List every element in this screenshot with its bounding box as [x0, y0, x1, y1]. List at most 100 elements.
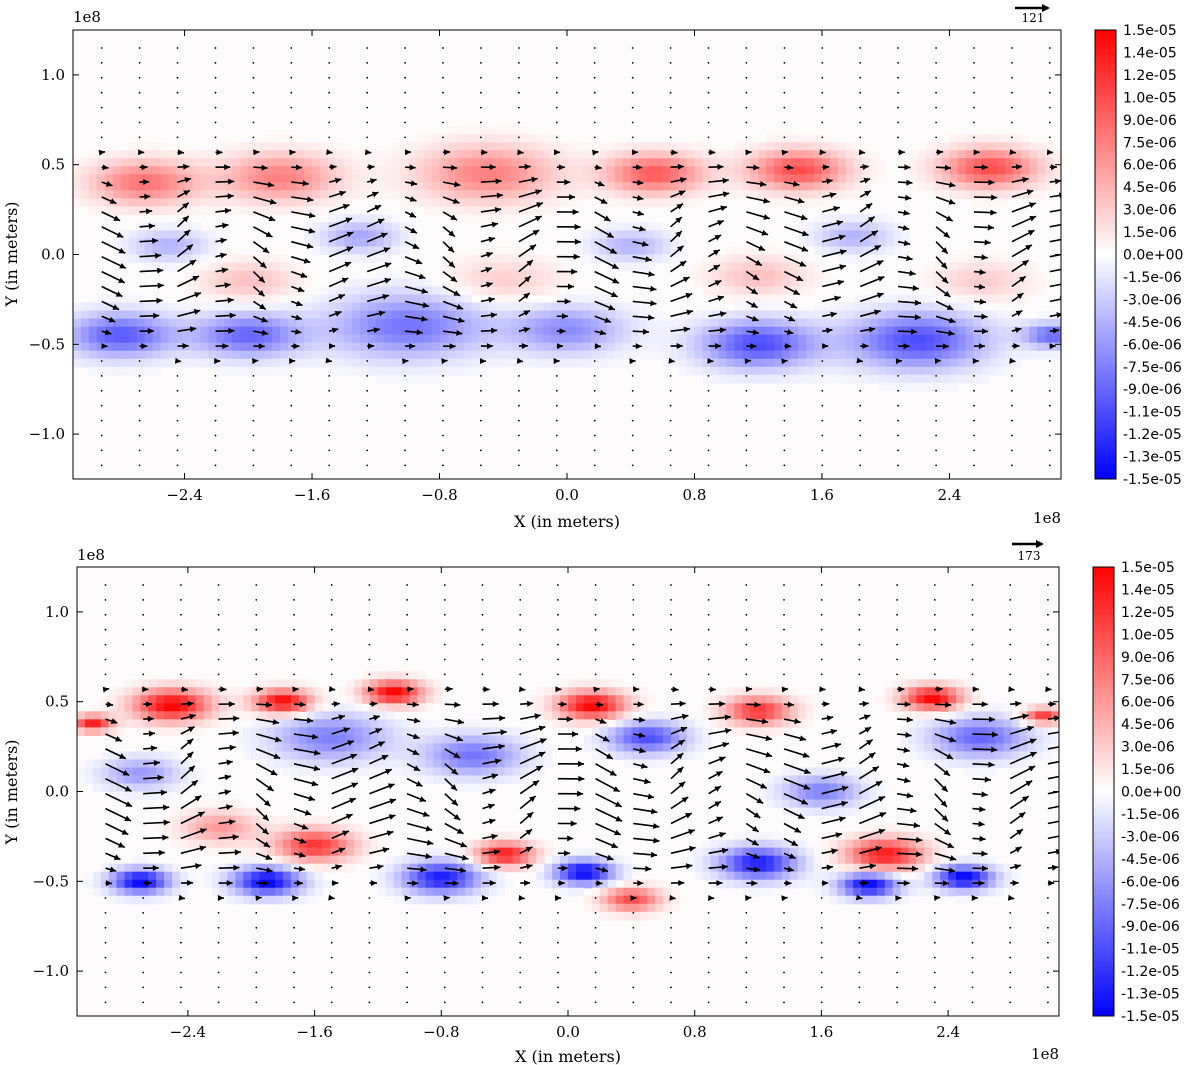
- field-cell: [179, 775, 189, 785]
- field-cell: [322, 863, 332, 873]
- field-cell: [240, 158, 249, 167]
- vector-dot: [859, 121, 862, 124]
- field-cell: [917, 318, 927, 328]
- field-cell: [338, 727, 347, 736]
- vector-arrow: [859, 244, 882, 258]
- vector-arrow: [291, 255, 311, 264]
- field-cell: [375, 222, 385, 232]
- field-cell: [425, 751, 434, 761]
- field-cell: [439, 206, 449, 216]
- field-cell: [211, 831, 221, 841]
- field-cell: [391, 366, 401, 376]
- field-cell: [638, 142, 648, 151]
- vector-arrow: [936, 164, 952, 171]
- field-cell: [568, 887, 577, 897]
- vector-dot: [745, 375, 748, 377]
- field-cell: [814, 166, 823, 175]
- field-cell: [439, 286, 449, 296]
- vector-arrow: [101, 240, 126, 254]
- field-cell: [702, 174, 712, 183]
- field-cell: [551, 278, 560, 288]
- field-cell: [232, 366, 241, 376]
- field-cell: [439, 174, 449, 183]
- vector-dot: [366, 404, 369, 407]
- field-cell: [877, 326, 887, 336]
- field-cell: [543, 302, 552, 312]
- field-cell: [997, 310, 1006, 320]
- field-cell: [351, 286, 361, 296]
- field-cell: [798, 366, 807, 376]
- field-cell: [630, 166, 640, 175]
- field-cell: [232, 310, 241, 320]
- field-cell: [391, 374, 401, 384]
- field-cell: [77, 767, 86, 777]
- field-cell: [120, 198, 130, 207]
- field-cell: [393, 687, 403, 696]
- field-cell: [401, 727, 411, 736]
- field-cell: [614, 198, 624, 207]
- field-cell: [152, 326, 162, 336]
- field-cell: [694, 174, 704, 183]
- field-cell: [582, 142, 592, 151]
- vector-arrow: [746, 329, 760, 336]
- field-cell: [152, 230, 162, 240]
- field-cell: [375, 158, 385, 167]
- field-cell: [742, 190, 751, 199]
- field-cell: [219, 879, 229, 889]
- vector-arrow: [252, 285, 266, 297]
- field-cell: [750, 719, 759, 728]
- field-cell: [272, 302, 281, 312]
- field-cell: [112, 174, 122, 183]
- vector-dot: [555, 91, 558, 94]
- field-cell: [128, 318, 138, 328]
- field-cell: [957, 134, 966, 143]
- field-cell: [259, 815, 268, 825]
- field-cell: [417, 679, 427, 688]
- field-cell: [144, 262, 154, 272]
- field-cell: [240, 350, 249, 360]
- vector-arrow: [176, 229, 191, 243]
- field-cell: [734, 358, 743, 368]
- field-cell: [806, 270, 815, 280]
- field-cell: [298, 719, 308, 728]
- field-cell: [296, 166, 305, 175]
- field-cell: [385, 743, 395, 753]
- field-cell: [806, 350, 815, 360]
- vector-arrow: [822, 220, 844, 228]
- field-cell: [152, 262, 162, 272]
- vector-dot: [404, 389, 406, 392]
- field-cell: [686, 166, 696, 175]
- field-cell: [176, 318, 186, 328]
- field-cell: [385, 751, 395, 761]
- field-cell: [391, 318, 401, 328]
- vector-arrow: [632, 194, 644, 201]
- field-cell: [472, 767, 482, 777]
- field-cell: [504, 879, 514, 889]
- field-cell: [845, 334, 855, 344]
- field-cell: [519, 190, 528, 199]
- field-cell: [417, 775, 427, 785]
- field-cell: [224, 142, 233, 151]
- field-cell: [112, 334, 122, 344]
- field-cell: [957, 350, 966, 360]
- field-cell: [375, 182, 385, 191]
- field-cell: [304, 142, 313, 151]
- field-cell: [463, 254, 472, 264]
- field-cell: [439, 294, 449, 304]
- field-cell: [296, 174, 305, 183]
- field-cell: [399, 294, 409, 304]
- field-cell: [256, 158, 265, 167]
- field-cell: [280, 190, 289, 199]
- field-cell: [702, 727, 712, 736]
- field-cell: [203, 823, 213, 833]
- field-cell: [407, 318, 417, 328]
- field-cell: [240, 302, 249, 312]
- field-cell: [132, 679, 141, 688]
- field-cell: [607, 863, 617, 873]
- field-cell: [606, 174, 616, 183]
- field-cell: [614, 342, 624, 352]
- field-cell: [989, 150, 998, 159]
- field-cell: [503, 190, 512, 199]
- vector-arrow: [594, 315, 612, 323]
- field-cell: [678, 326, 688, 336]
